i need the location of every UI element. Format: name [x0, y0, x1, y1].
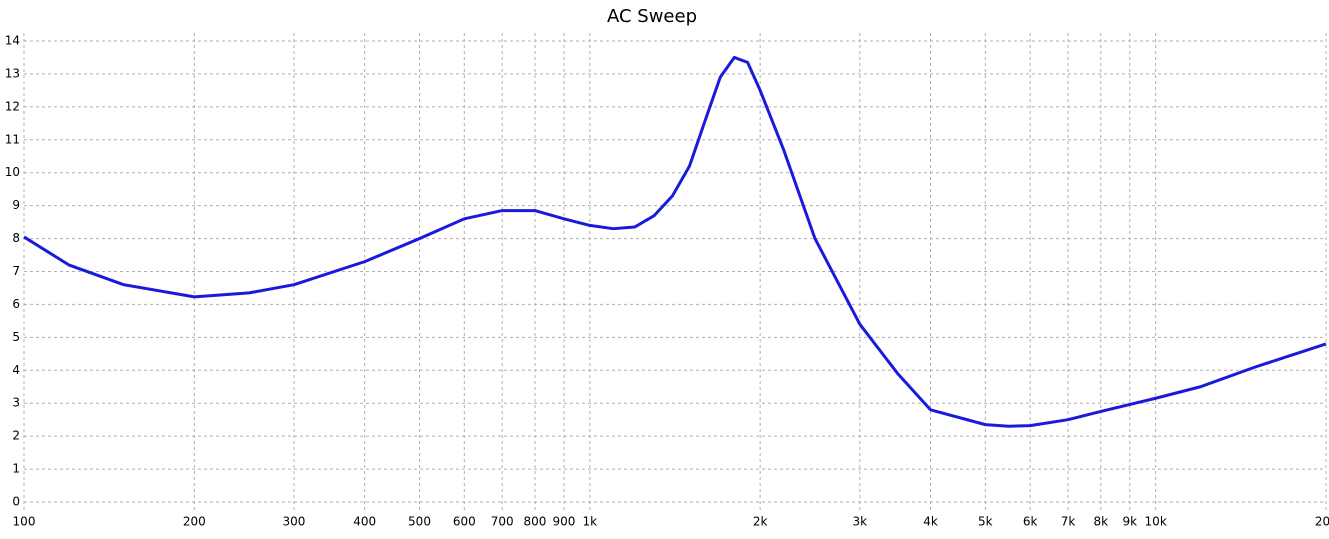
x-tick-label: 200 — [183, 515, 206, 529]
line-series — [23, 55, 1327, 428]
x-tick-label: 100 — [13, 515, 36, 529]
x-tick-label: 5k — [978, 515, 993, 529]
y-tick-label: 8 — [12, 231, 20, 245]
x-tick-label: 700 — [491, 515, 514, 529]
y-tick-label: 11 — [5, 132, 20, 146]
y-tick-label: 2 — [12, 429, 20, 443]
y-tick-label: 7 — [12, 264, 20, 278]
y-tick-label: 6 — [12, 297, 20, 311]
y-tick-label: 5 — [12, 330, 20, 344]
x-tick-label: 800 — [524, 515, 547, 529]
x-tick-label: 8k — [1094, 515, 1109, 529]
x-tick-label: 20k — [1315, 515, 1329, 529]
y-tick-label: 9 — [12, 198, 20, 212]
y-tick-label: 14 — [5, 34, 20, 48]
x-tick-label: 900 — [552, 515, 575, 529]
y-tick-label: 3 — [12, 396, 20, 410]
y-tick-label: 13 — [5, 66, 20, 80]
y-tick-label: 4 — [12, 363, 20, 377]
x-tick-label: 300 — [283, 515, 306, 529]
x-tick-label: 2k — [753, 515, 768, 529]
x-tick-label: 4k — [923, 515, 938, 529]
x-tick-label: 1k — [583, 515, 598, 529]
x-tick-label: 500 — [408, 515, 431, 529]
y-tick-label: 1 — [12, 462, 20, 476]
y-tick-label: 10 — [5, 165, 20, 179]
x-tick-label: 7k — [1061, 515, 1076, 529]
x-tick-label: 10k — [1145, 515, 1167, 529]
y-tick-label: 0 — [12, 495, 20, 509]
x-tick-label: 6k — [1023, 515, 1038, 529]
x-tick-label: 3k — [853, 515, 868, 529]
x-tick-label: 9k — [1122, 515, 1137, 529]
y-tick-label: 12 — [5, 99, 20, 113]
chart-title: AC Sweep — [607, 6, 697, 27]
x-tick-label: 600 — [453, 515, 476, 529]
x-tick-label: 400 — [353, 515, 376, 529]
